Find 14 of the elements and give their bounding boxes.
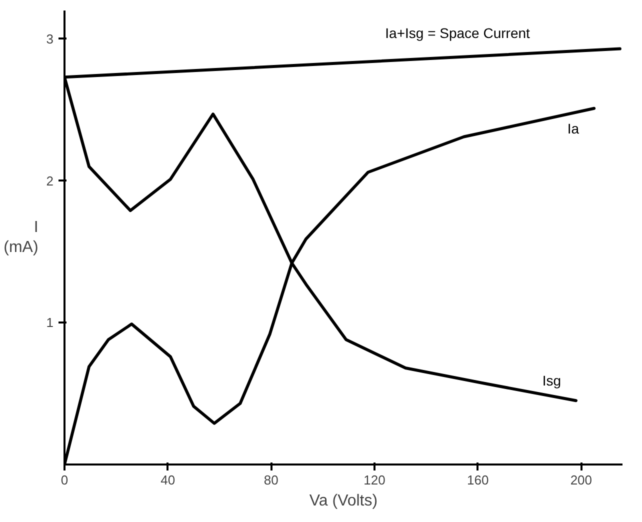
x-tick-label: 40 [160,472,176,488]
x-tick-label: 120 [364,472,386,488]
y-axis-title: I (mA) [4,218,38,256]
y-tick-label: 1 [46,315,54,330]
series-label: Ia [567,120,580,136]
x-tick-label: 0 [60,472,68,488]
x-axis-title: Va (Volts) [309,492,378,510]
x-tick-label: 160 [466,472,489,488]
series-label: Ia+Isg = Space Current [385,24,530,41]
x-tick-label: 80 [264,472,278,488]
x-tick-label: 200 [570,472,592,488]
y-tick-label: 3 [46,31,54,46]
y-tick-label: 2 [46,173,54,188]
series-label: Isg [542,372,562,389]
